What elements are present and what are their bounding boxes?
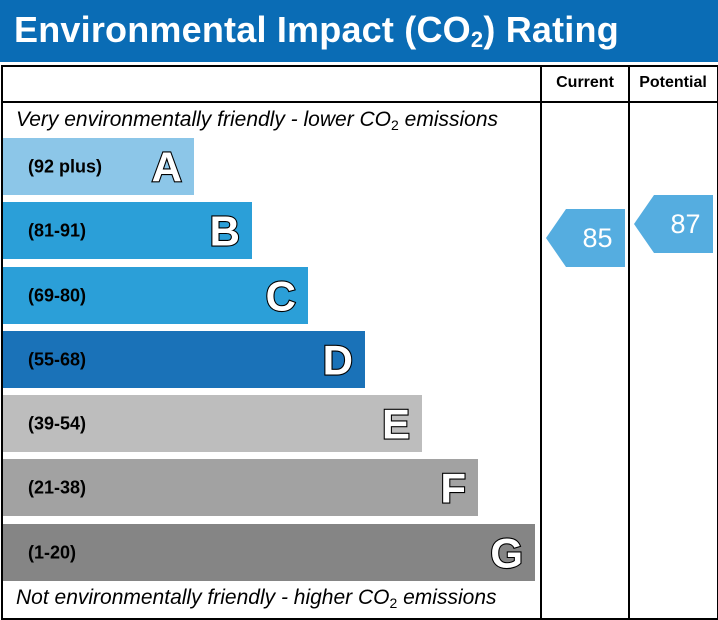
band-f-range: (21-38) (28, 478, 86, 498)
potential-value: 87 (670, 209, 700, 239)
band-a-bar (3, 138, 194, 195)
potential-column-header: Potential (639, 74, 707, 91)
band-a-range: (92 plus) (28, 157, 102, 177)
band-e-letter: E (382, 401, 410, 448)
band-a-letter: A (152, 144, 182, 191)
band-b-range: (81-91) (28, 221, 86, 241)
band-g-bar (3, 524, 535, 581)
band-g-letter: G (490, 530, 523, 577)
band-b-letter: B (210, 208, 240, 255)
current-value: 85 (582, 223, 612, 253)
band-d-bar (3, 331, 365, 388)
band-c-letter: C (266, 273, 296, 320)
header-row-divider (1, 101, 717, 103)
band-g-range: (1-20) (28, 543, 76, 563)
band-e-bar (3, 395, 422, 452)
band-b-bar (3, 202, 252, 259)
band-d-letter: D (323, 337, 353, 384)
chart-header: Environmental Impact (CO2) Rating (0, 0, 718, 62)
potential-marker (634, 195, 713, 253)
chart-title: Environmental Impact (CO2) Rating (14, 9, 619, 52)
band-c-range: (69-80) (28, 286, 86, 306)
column-divider-left (540, 65, 542, 620)
band-f-bar (3, 459, 478, 516)
column-divider-right (628, 65, 630, 620)
band-f-letter: F (440, 465, 466, 512)
current-marker (546, 209, 625, 267)
band-d-range: (55-68) (28, 350, 86, 370)
band-c-bar (3, 267, 308, 324)
bottom-note: Not environmentally friendly - higher CO… (16, 586, 497, 611)
current-column-header: Current (556, 74, 614, 91)
top-note: Very environmentally friendly - lower CO… (16, 108, 499, 133)
band-e-range: (39-54) (28, 414, 86, 434)
